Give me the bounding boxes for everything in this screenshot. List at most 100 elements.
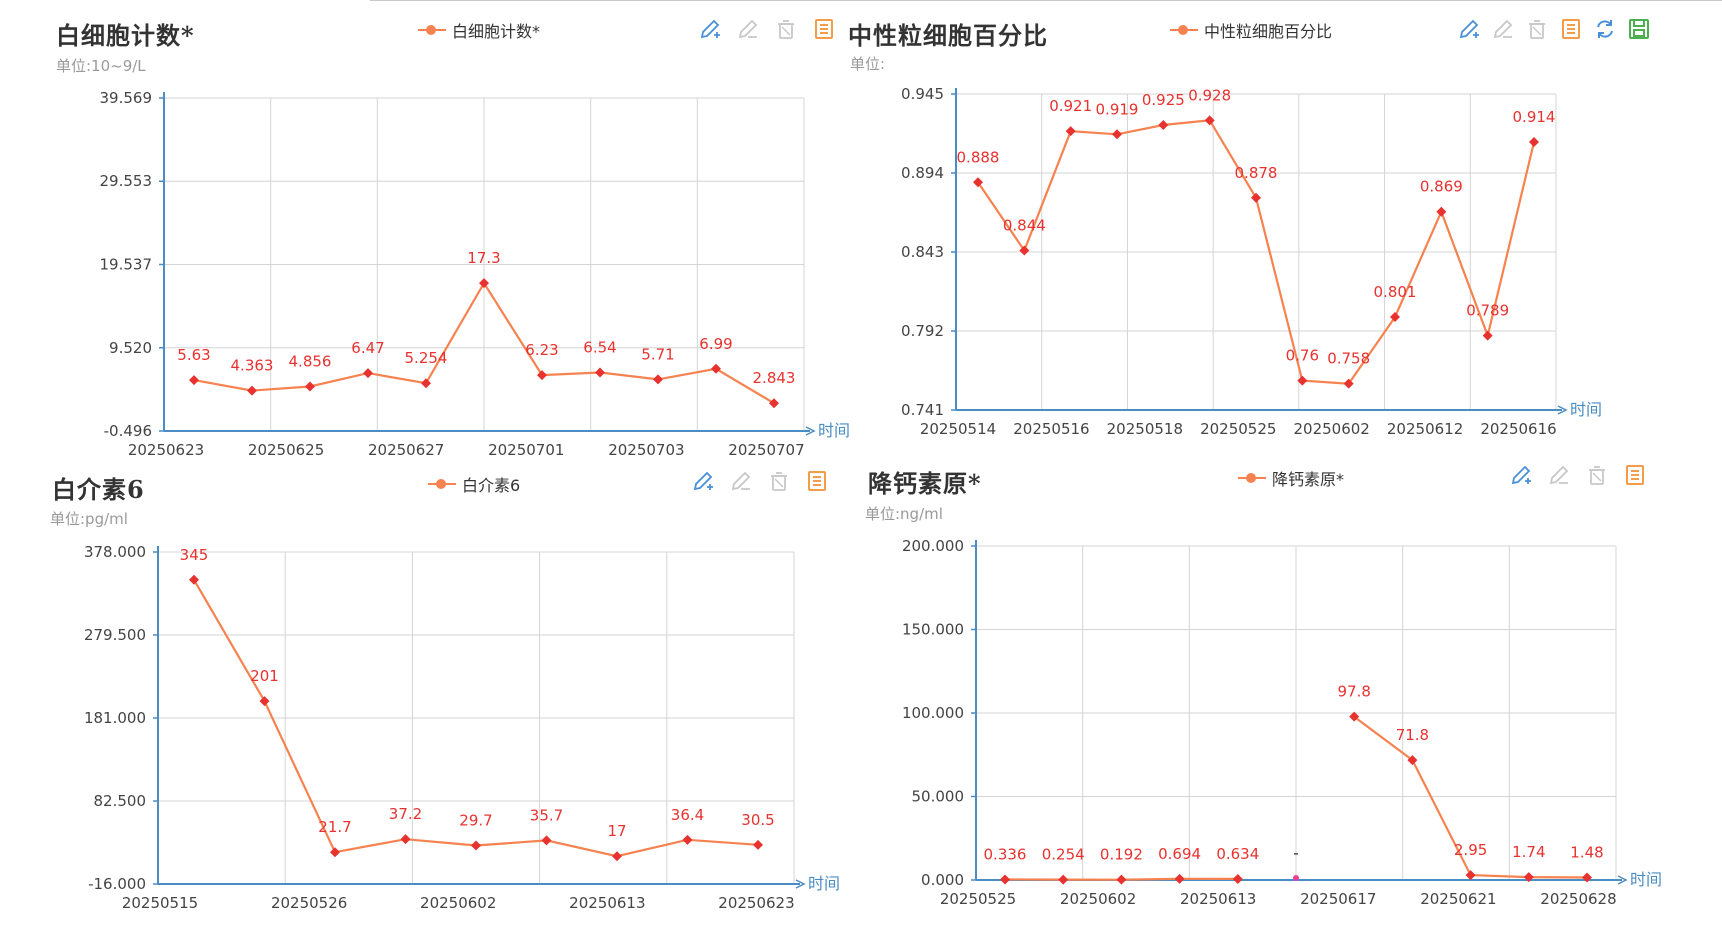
- notes-icon[interactable]: [1622, 462, 1648, 488]
- chart-legend[interactable]: 降钙素原*: [1238, 466, 1344, 490]
- legend-line-marker-icon: [418, 23, 446, 37]
- x-tick-label: 20250518: [1107, 420, 1183, 438]
- data-point: [1251, 192, 1261, 203]
- data-label: 0.758: [1327, 350, 1370, 368]
- edit-disabled-icon[interactable]: [728, 468, 754, 494]
- data-label: 0.76: [1286, 347, 1319, 365]
- notes-icon[interactable]: [811, 16, 837, 42]
- data-label: 71.8: [1396, 726, 1429, 744]
- data-label: 0.694: [1158, 845, 1201, 863]
- data-label: 6.47: [351, 339, 384, 357]
- data-label: 0.925: [1142, 91, 1185, 109]
- chart-title: 降钙素原*: [868, 469, 982, 498]
- x-axis-arrow: [805, 426, 816, 436]
- data-label: 5.254: [405, 349, 448, 367]
- edit-disabled-icon[interactable]: [1490, 16, 1516, 42]
- save-icon[interactable]: [1626, 16, 1652, 42]
- data-point: [1523, 872, 1534, 883]
- data-label: 0.336: [984, 845, 1027, 863]
- edit-icon[interactable]: [697, 16, 723, 42]
- data-point: [1343, 378, 1354, 389]
- edit-icon[interactable]: [1508, 462, 1534, 488]
- refresh-icon[interactable]: [1592, 16, 1618, 42]
- data-label: 2.95: [1454, 841, 1487, 859]
- legend-label: 白介素6: [462, 476, 521, 495]
- data-label: 5.71: [641, 345, 674, 363]
- legend-label: 中性粒细胞百分比: [1204, 22, 1333, 41]
- data-point: [595, 367, 605, 378]
- chart-toolbar: [1456, 16, 1652, 42]
- data-label: 36.4: [671, 806, 704, 824]
- data-point: [1407, 755, 1418, 766]
- data-label: 0.878: [1235, 164, 1278, 182]
- chart-legend[interactable]: 白介素6: [428, 472, 520, 496]
- data-point: [1112, 129, 1122, 140]
- data-label: 0.634: [1216, 845, 1259, 863]
- top-divider: [370, 0, 1722, 1]
- notes-icon[interactable]: [804, 468, 830, 494]
- data-point: [653, 374, 663, 385]
- x-axis-name: 时间: [1570, 400, 1602, 419]
- x-tick-label: 20250526: [271, 894, 347, 912]
- data-point: [682, 834, 693, 845]
- grid: [158, 551, 795, 884]
- data-point: [1529, 137, 1539, 148]
- chart-unit: 单位:ng/ml: [865, 505, 943, 523]
- edit-icon[interactable]: [1456, 16, 1482, 42]
- data-point: [1019, 245, 1030, 256]
- data-point: [1465, 870, 1476, 881]
- data-label: 0.888: [957, 148, 1000, 166]
- x-tick-label: 20250525: [1200, 420, 1276, 438]
- data-point-missing: [1293, 875, 1299, 881]
- chart-legend[interactable]: 中性粒细胞百分比: [1170, 18, 1332, 42]
- edit-icon[interactable]: [690, 468, 716, 494]
- data-label: 0.789: [1466, 302, 1509, 320]
- x-tick-label: 20250613: [1180, 890, 1256, 908]
- y-tick-label: 0.843: [901, 243, 944, 261]
- legend-label: 白细胞计数*: [452, 22, 541, 41]
- y-tick-label: 0.741: [901, 401, 944, 419]
- data-label: 0.869: [1420, 178, 1463, 196]
- data-point: [363, 368, 373, 379]
- data-point: [1582, 872, 1592, 883]
- edit-disabled-icon[interactable]: [1546, 462, 1572, 488]
- data-point: [479, 278, 489, 289]
- notes-icon[interactable]: [1558, 16, 1584, 42]
- y-tick-label: 200.000: [902, 537, 964, 555]
- edit-disabled-icon[interactable]: [735, 16, 761, 42]
- delete-icon[interactable]: [773, 16, 799, 42]
- legend-line-marker-icon: [1238, 471, 1266, 485]
- x-tick-label: 20250617: [1300, 890, 1376, 908]
- y-tick-label: 279.500: [84, 626, 146, 644]
- data-label: 5.63: [177, 346, 210, 364]
- x-tick-label: 20250515: [122, 894, 198, 912]
- chart-unit: 单位:: [850, 55, 886, 73]
- data-point: [305, 381, 315, 392]
- data-point: [1065, 126, 1076, 137]
- grid: [976, 545, 1617, 880]
- chart-title: 白细胞计数*: [56, 21, 195, 50]
- data-label: 97.8: [1337, 683, 1370, 701]
- legend-label: 降钙素原*: [1272, 470, 1345, 489]
- data-label: 29.7: [459, 811, 492, 829]
- x-axis-name: 时间: [818, 421, 850, 440]
- chart-legend[interactable]: 白细胞计数*: [418, 18, 540, 42]
- y-tick-label: 29.553: [100, 172, 153, 190]
- delete-icon[interactable]: [1524, 16, 1550, 42]
- data-point: [471, 840, 481, 851]
- delete-icon[interactable]: [766, 468, 792, 494]
- data-label: 0.844: [1003, 216, 1046, 234]
- data-label: 17.3: [467, 249, 500, 267]
- data-point: [753, 839, 763, 850]
- x-axis-name: 时间: [1630, 870, 1662, 889]
- data-label: 6.23: [525, 341, 558, 359]
- data-point: [769, 398, 779, 409]
- data-point: [421, 378, 431, 389]
- chart-toolbar: [690, 468, 830, 494]
- x-tick-label: 20250625: [248, 441, 324, 459]
- delete-icon[interactable]: [1584, 462, 1610, 488]
- data-label: 30.5: [741, 811, 774, 829]
- data-label: -: [1293, 844, 1298, 862]
- x-tick-label: 20250602: [1293, 420, 1369, 438]
